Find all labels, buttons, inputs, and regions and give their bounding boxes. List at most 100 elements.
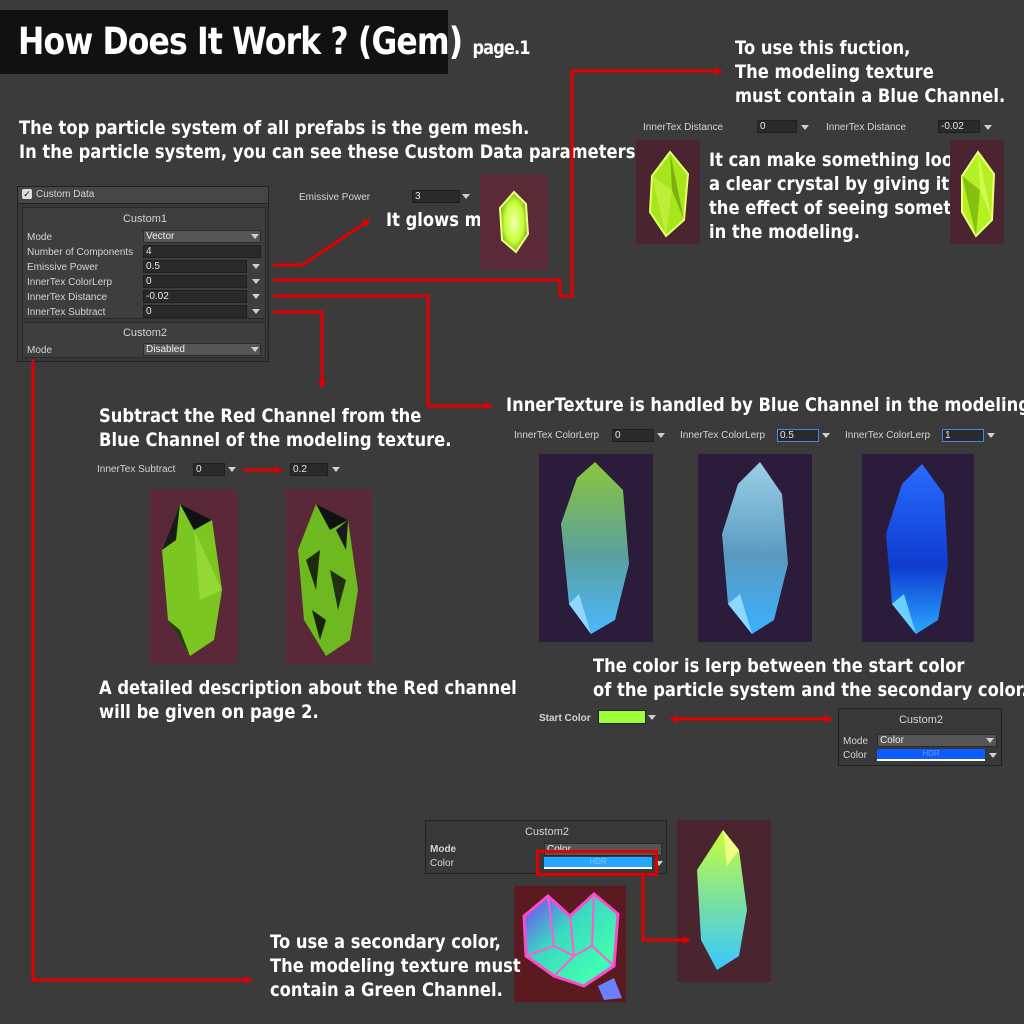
title-main: How Does It Work ? (Gem) (18, 20, 463, 63)
crystal-note: It can make something look like a clear … (709, 149, 1002, 243)
distance-value: -0.02 (146, 291, 169, 302)
hdr-label: HDR (922, 749, 940, 758)
chevron-down-icon[interactable] (648, 715, 656, 720)
chevron-down-icon[interactable] (252, 264, 260, 269)
colorlerp-example-field-3[interactable]: 1 (942, 429, 984, 442)
arrow-emissive (273, 219, 371, 267)
colorlerp-example-value-2: 0.5 (780, 430, 794, 441)
gem-lerp-1-image (862, 454, 974, 642)
innertexture-note: InnerTexture is handled by Blue Channel … (506, 394, 1024, 416)
custom2-bottom-panel: Custom2 Mode Color Color HDR (425, 820, 667, 874)
arrow-colorlerp (273, 294, 493, 410)
custom2-color-mode-value: Color (880, 735, 904, 746)
subtract-field[interactable]: 0 (143, 305, 247, 318)
chevron-down-icon (251, 347, 259, 352)
custom-data-header[interactable]: ✓ Custom Data (18, 187, 268, 204)
highlight-box (536, 850, 658, 876)
chevron-down-icon[interactable] (984, 125, 992, 130)
emissive-example-label: Emissive Power (299, 192, 371, 203)
subtract-to-field[interactable]: 0.2 (290, 463, 328, 476)
colorlerp-field[interactable]: 0 (143, 275, 247, 288)
red-channel-note: A detailed description about the Red cha… (99, 677, 517, 723)
emissive-power-value: 0.5 (146, 261, 160, 272)
distance-example-field-2[interactable]: -0.02 (938, 120, 980, 133)
custom2-color-label: Color (843, 750, 867, 761)
distance-example-label-2: InnerTex Distance (826, 122, 907, 133)
colorlerp-value: 0 (146, 276, 152, 287)
colorlerp-example-field-2[interactable]: 0.5 (777, 429, 819, 442)
mode-label: Mode (27, 232, 53, 243)
page-title: How Does It Work ? (Gem) page.1 (18, 20, 531, 63)
arrow-subtract (273, 310, 326, 389)
blue-channel-note: To use this fuction, The modeling textur… (735, 37, 1006, 107)
custom2-mode-label: Mode (27, 345, 53, 356)
components-field[interactable]: 4 (143, 245, 261, 258)
custom1-title: Custom1 (122, 213, 168, 225)
subtract-note: Subtract the Red Channel from the Blue C… (99, 405, 452, 451)
subtract-from-value: 0 (196, 464, 202, 475)
intro-note: The top particle system of all prefabs i… (19, 117, 642, 163)
subtract-to-value: 0.2 (293, 464, 307, 475)
colorlerp-example-label-1: InnerTex ColorLerp (514, 430, 600, 441)
custom2-color-title: Custom2 (898, 714, 944, 726)
colorlerp-example-label-2: InnerTex ColorLerp (680, 430, 766, 441)
subtract-from-field[interactable]: 0 (193, 463, 225, 476)
chevron-down-icon[interactable] (822, 433, 830, 438)
colorlerp-example-field-1[interactable]: 0 (612, 429, 654, 442)
gem-subtract-0-image (150, 490, 238, 664)
chevron-down-icon (986, 738, 994, 743)
title-page-number: page.1 (472, 37, 530, 59)
distance-example-field-1[interactable]: 0 (757, 120, 797, 133)
chevron-down-icon[interactable] (989, 753, 997, 758)
custom2-color-panel: Custom2 Mode Color Color HDR (838, 708, 1002, 766)
mode-dropdown[interactable]: Vector (143, 230, 261, 243)
custom-data-panel: ✓ Custom Data Custom1 Mode Vector Number… (17, 186, 269, 362)
arrow-custom2 (31, 360, 253, 984)
chevron-down-icon[interactable] (462, 194, 470, 199)
custom2-section: Custom2 Mode Disabled (22, 322, 266, 358)
mode-value: Vector (146, 231, 175, 242)
chevron-down-icon[interactable] (228, 467, 236, 472)
chevron-down-icon[interactable] (801, 125, 809, 130)
gem-lerp-05-image (698, 454, 812, 642)
arrow-lines (31, 67, 833, 984)
distance-example-value-2: -0.02 (941, 121, 964, 132)
colorlerp-example-value-1: 0 (615, 430, 621, 441)
chevron-down-icon[interactable] (252, 279, 260, 284)
custom2-mode-dropdown[interactable]: Disabled (143, 343, 261, 356)
chevron-down-icon[interactable] (252, 294, 260, 299)
colorlerp-example-label-3: InnerTex ColorLerp (845, 430, 931, 441)
custom-data-checkbox[interactable]: ✓ (22, 189, 32, 199)
custom2-bottom-mode-value: Color (547, 844, 571, 855)
custom2-bottom-color-label: Color (430, 858, 454, 869)
chevron-down-icon[interactable] (252, 309, 260, 314)
custom2-color-mode-dropdown[interactable]: Color (877, 734, 997, 747)
distance-field[interactable]: -0.02 (143, 290, 247, 303)
emissive-power-label: Emissive Power (27, 262, 99, 273)
emissive-example-value: 3 (415, 191, 421, 202)
secondary-color-swatch[interactable]: HDR (877, 749, 985, 761)
chevron-down-icon[interactable] (655, 861, 663, 866)
distance-label: InnerTex Distance (27, 292, 108, 303)
gem-subtract-02-image (286, 490, 372, 664)
components-value: 4 (146, 246, 152, 257)
gem-distance-0-image (636, 140, 700, 244)
custom2-bottom-mode-label: Mode (430, 844, 457, 855)
subtract-example-label: InnerTex Subtract (97, 464, 176, 475)
bottom-secondary-color-swatch[interactable]: HDR (544, 857, 652, 869)
emissive-power-field[interactable]: 0.5 (143, 260, 247, 273)
chevron-down-icon[interactable] (657, 433, 665, 438)
green-channel-note: To use a secondary color, The modeling t… (270, 931, 521, 1001)
chevron-down-icon[interactable] (987, 433, 995, 438)
gem-lerp-0-image (539, 454, 653, 642)
components-label: Number of Components (27, 247, 134, 258)
gem-distance-neg-image (950, 140, 1004, 244)
arrow-secondary (641, 876, 691, 944)
colorlerp-example-value-3: 1 (945, 430, 951, 441)
start-color-swatch[interactable] (598, 710, 646, 724)
chevron-down-icon[interactable] (332, 467, 340, 472)
subtract-value: 0 (146, 306, 152, 317)
lerp-note: The color is lerp between the start colo… (593, 655, 1024, 701)
emissive-example-field[interactable]: 3 (412, 190, 460, 203)
